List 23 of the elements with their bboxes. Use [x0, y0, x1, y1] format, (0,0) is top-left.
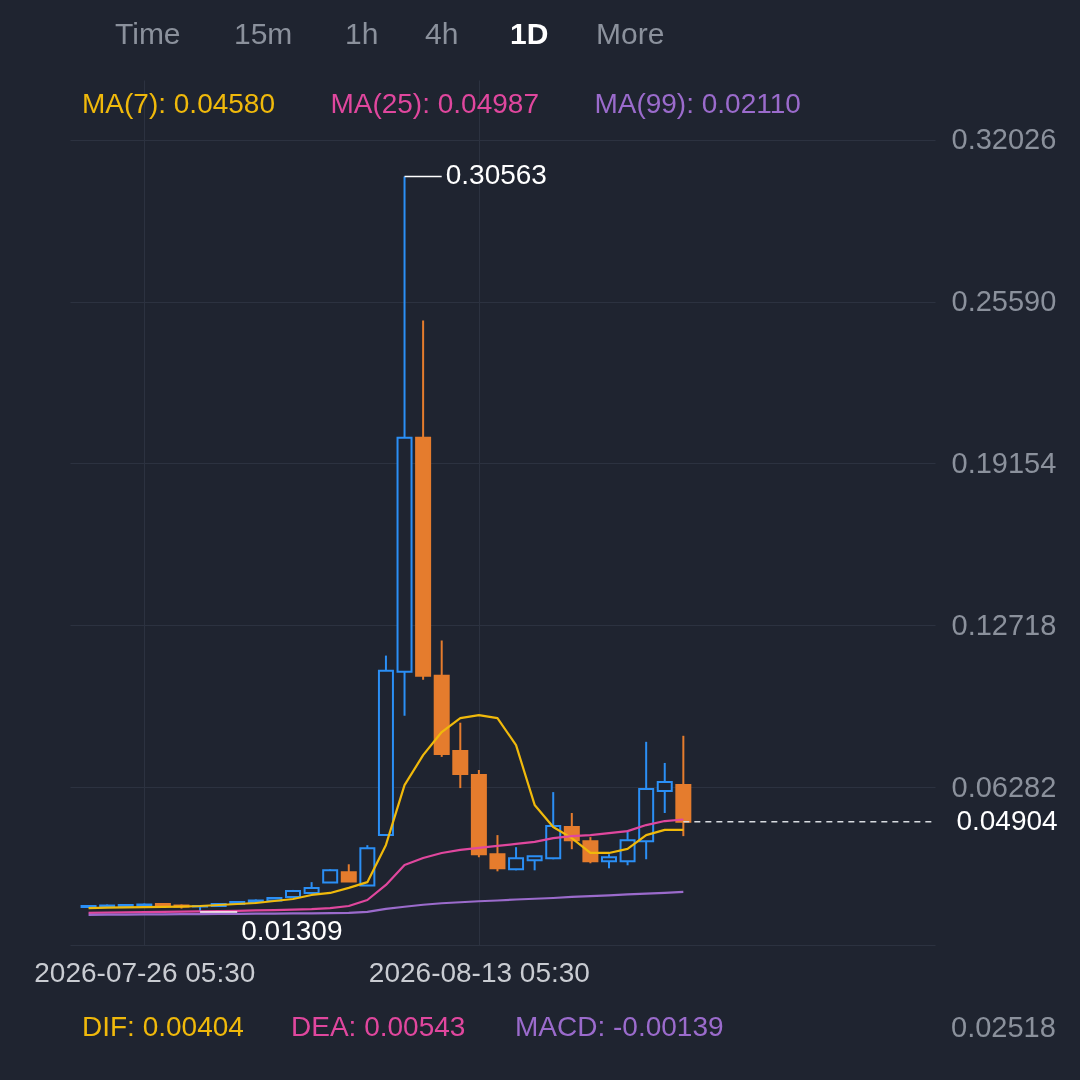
ref-line-label: 0.04904 — [956, 804, 1058, 836]
text: MA(99): 0.02110 — [594, 88, 801, 119]
text: 0.02518 — [951, 1011, 1056, 1043]
y-tick-label: 0.12718 — [951, 608, 1057, 641]
text: 1h — [345, 17, 379, 50]
x-tick-label: 2026-08-13 05:30 — [368, 956, 590, 988]
annotation: 0.01309 — [241, 915, 343, 947]
y-tick-label: 0.06282 — [951, 770, 1057, 803]
text: MA(7): 0.04580 — [82, 88, 275, 119]
text: More — [596, 17, 665, 50]
y-tick-label: 0.19154 — [951, 446, 1057, 479]
text: MA(25): 0.04987 — [330, 88, 539, 119]
text: 1D — [510, 17, 549, 50]
text: Time — [115, 17, 181, 50]
text: 4h — [425, 17, 459, 50]
text: MACD: -0.00139 — [515, 1011, 724, 1042]
text: 15m — [234, 17, 293, 50]
text: DEA: 0.00543 — [291, 1011, 466, 1042]
x-tick-label: 2026-07-26 05:30 — [34, 956, 256, 988]
text: DIF: 0.00404 — [82, 1011, 244, 1042]
y-tick-label: 0.25590 — [951, 285, 1057, 318]
y-tick-label: 0.32026 — [951, 123, 1057, 156]
annotation: 0.30563 — [445, 159, 547, 191]
